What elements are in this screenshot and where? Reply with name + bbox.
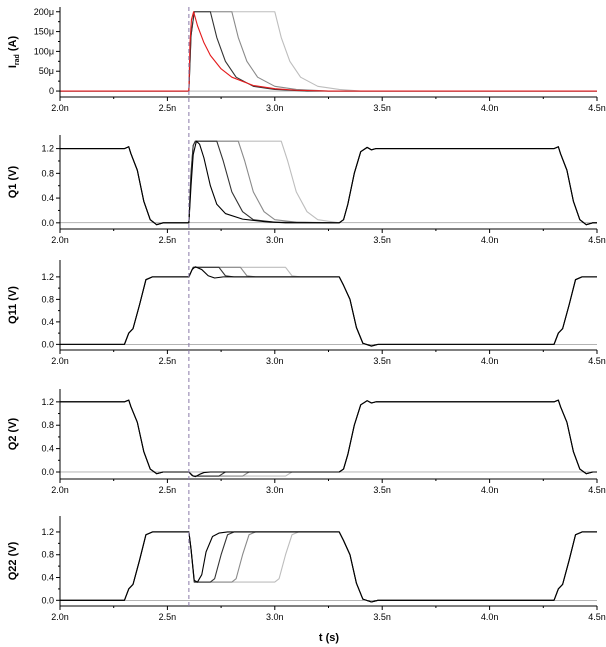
x-tick-label-q22-0: 2.0n — [51, 612, 69, 622]
series-line-q1-3 — [60, 140, 597, 226]
series-line-irad-2 — [60, 11, 597, 92]
x-tick-label-q1-0: 2.0n — [51, 235, 69, 245]
series-line-q2-3 — [60, 399, 597, 478]
y-tick-label-q1-1: 0.4 — [41, 193, 54, 203]
y-tick-label-q22-3: 1.2 — [41, 527, 54, 537]
series-line-q22-1 — [60, 531, 597, 603]
y-tick-label-q1-2: 0.8 — [41, 168, 54, 178]
y-tick-label-q22-1: 0.4 — [41, 573, 54, 583]
y-axis-label-q1: Q1 (V) — [7, 165, 19, 198]
x-tick-label-q2-0: 2.0n — [51, 485, 69, 495]
series-line-irad-3 — [60, 11, 597, 92]
y-axis-label-q2: Q2 (V) — [7, 417, 19, 450]
y-label-main-irad: I — [7, 65, 19, 68]
x-tick-label-q1-3: 3.5n — [373, 235, 391, 245]
x-tick-label-irad-0: 2.0n — [51, 103, 69, 113]
x-tick-label-q11-1: 2.5n — [159, 356, 177, 366]
x-tick-label-q1-2: 3.0n — [266, 235, 284, 245]
y-tick-label-q1-0: 0.0 — [41, 218, 54, 228]
x-tick-label-q22-4: 4.0n — [481, 612, 499, 622]
y-tick-label-irad-3: 150μ — [34, 27, 54, 37]
x-tick-label-q22-1: 2.5n — [159, 612, 177, 622]
x-tick-label-irad-2: 3.0n — [266, 103, 284, 113]
x-tick-label-q2-5: 4.5n — [588, 485, 606, 495]
y-label-unit-irad: (A) — [7, 36, 19, 55]
y-tick-label-q2-3: 1.2 — [41, 397, 54, 407]
x-tick-label-q2-1: 2.5n — [159, 485, 177, 495]
panel-q2: 0.0 0.4 0.8 1.2 2.0n 2.5n 3.0n 3.5n 4.0n 4.5n Q2 (… — [7, 389, 606, 495]
y-axis-label-irad: Irad (A) — [7, 36, 21, 69]
y-tick-label-q11-0: 0.0 — [41, 339, 54, 349]
panel-q22: 0.0 0.4 0.8 1.2 2.0n 2.5n 3.0n 3.5n 4.0n 4.5n Q22 … — [7, 516, 606, 622]
x-tick-label-q11-5: 4.5n — [588, 356, 606, 366]
x-tick-label-irad-3: 3.5n — [373, 103, 391, 113]
series-line-q22-0 — [60, 531, 597, 603]
x-tick-label-q11-4: 4.0n — [481, 356, 499, 366]
y-tick-label-irad-2: 100μ — [34, 46, 54, 56]
x-tick-label-q1-4: 4.0n — [481, 235, 499, 245]
x-tick-label-irad-5: 4.5n — [588, 103, 606, 113]
x-tick-label-q2-4: 4.0n — [481, 485, 499, 495]
series-line-q1-1 — [60, 140, 597, 226]
series-line-q11-1 — [60, 266, 597, 347]
x-tick-label-irad-1: 2.5n — [159, 103, 177, 113]
panels-layer: 0 50μ 100μ 150μ 200μ 2.0n 2.5n 3.0n 3.5n 4.0n 4.5n… — [7, 7, 606, 622]
x-tick-label-q1-5: 4.5n — [588, 235, 606, 245]
y-tick-label-irad-4: 200μ — [34, 7, 54, 17]
series-line-q1-2 — [60, 140, 597, 226]
y-tick-label-q2-2: 0.8 — [41, 420, 54, 430]
series-line-irad-1 — [60, 11, 597, 92]
y-tick-label-q22-2: 0.8 — [41, 550, 54, 560]
panel-q1: 0.0 0.4 0.8 1.2 2.0n 2.5n 3.0n 3.5n 4.0n 4.5n Q1 (… — [7, 135, 606, 245]
x-tick-label-q11-0: 2.0n — [51, 356, 69, 366]
y-tick-label-q11-1: 0.4 — [41, 317, 54, 327]
series-line-q22-2 — [60, 531, 597, 603]
series-line-q11-3 — [60, 266, 597, 347]
y-axis-label-q11: Q11 (V) — [7, 286, 19, 324]
y-tick-label-q11-2: 0.8 — [41, 294, 54, 304]
y-tick-label-q1-3: 1.2 — [41, 144, 54, 154]
x-tick-label-q1-1: 2.5n — [159, 235, 177, 245]
y-label-sub-irad: rad — [14, 54, 21, 65]
x-tick-label-q22-3: 3.5n — [373, 612, 391, 622]
series-line-q1-0 — [60, 140, 597, 226]
panel-irad: 0 50μ 100μ 150μ 200μ 2.0n 2.5n 3.0n 3.5n 4.0n 4.5n… — [7, 7, 606, 113]
x-tick-label-q22-2: 3.0n — [266, 612, 284, 622]
x-tick-label-q11-3: 3.5n — [373, 356, 391, 366]
x-axis-title: t (s) — [319, 632, 340, 644]
y-tick-label-q22-0: 0.0 — [41, 595, 54, 605]
x-tick-label-q2-2: 3.0n — [266, 485, 284, 495]
y-tick-label-q11-3: 1.2 — [41, 272, 54, 282]
x-tick-label-q22-5: 4.5n — [588, 612, 606, 622]
y-tick-label-q2-1: 0.4 — [41, 444, 54, 454]
x-tick-label-q2-3: 3.5n — [373, 485, 391, 495]
panel-q11: 0.0 0.4 0.8 1.2 2.0n 2.5n 3.0n 3.5n 4.0n 4.5n Q11 … — [7, 260, 606, 366]
y-tick-label-q2-0: 0.0 — [41, 467, 54, 477]
y-axis-label-q22: Q22 (V) — [7, 541, 19, 580]
x-tick-label-q11-2: 3.0n — [266, 356, 284, 366]
series-line-q11-2 — [60, 266, 597, 347]
series-line-irad-0 — [60, 11, 597, 92]
y-tick-label-irad-0: 0 — [49, 86, 54, 96]
y-tick-label-irad-1: 50μ — [39, 66, 54, 76]
x-tick-label-irad-4: 4.0n — [481, 103, 499, 113]
series-line-q11-0 — [60, 266, 597, 347]
series-line-q22-3 — [60, 531, 597, 603]
